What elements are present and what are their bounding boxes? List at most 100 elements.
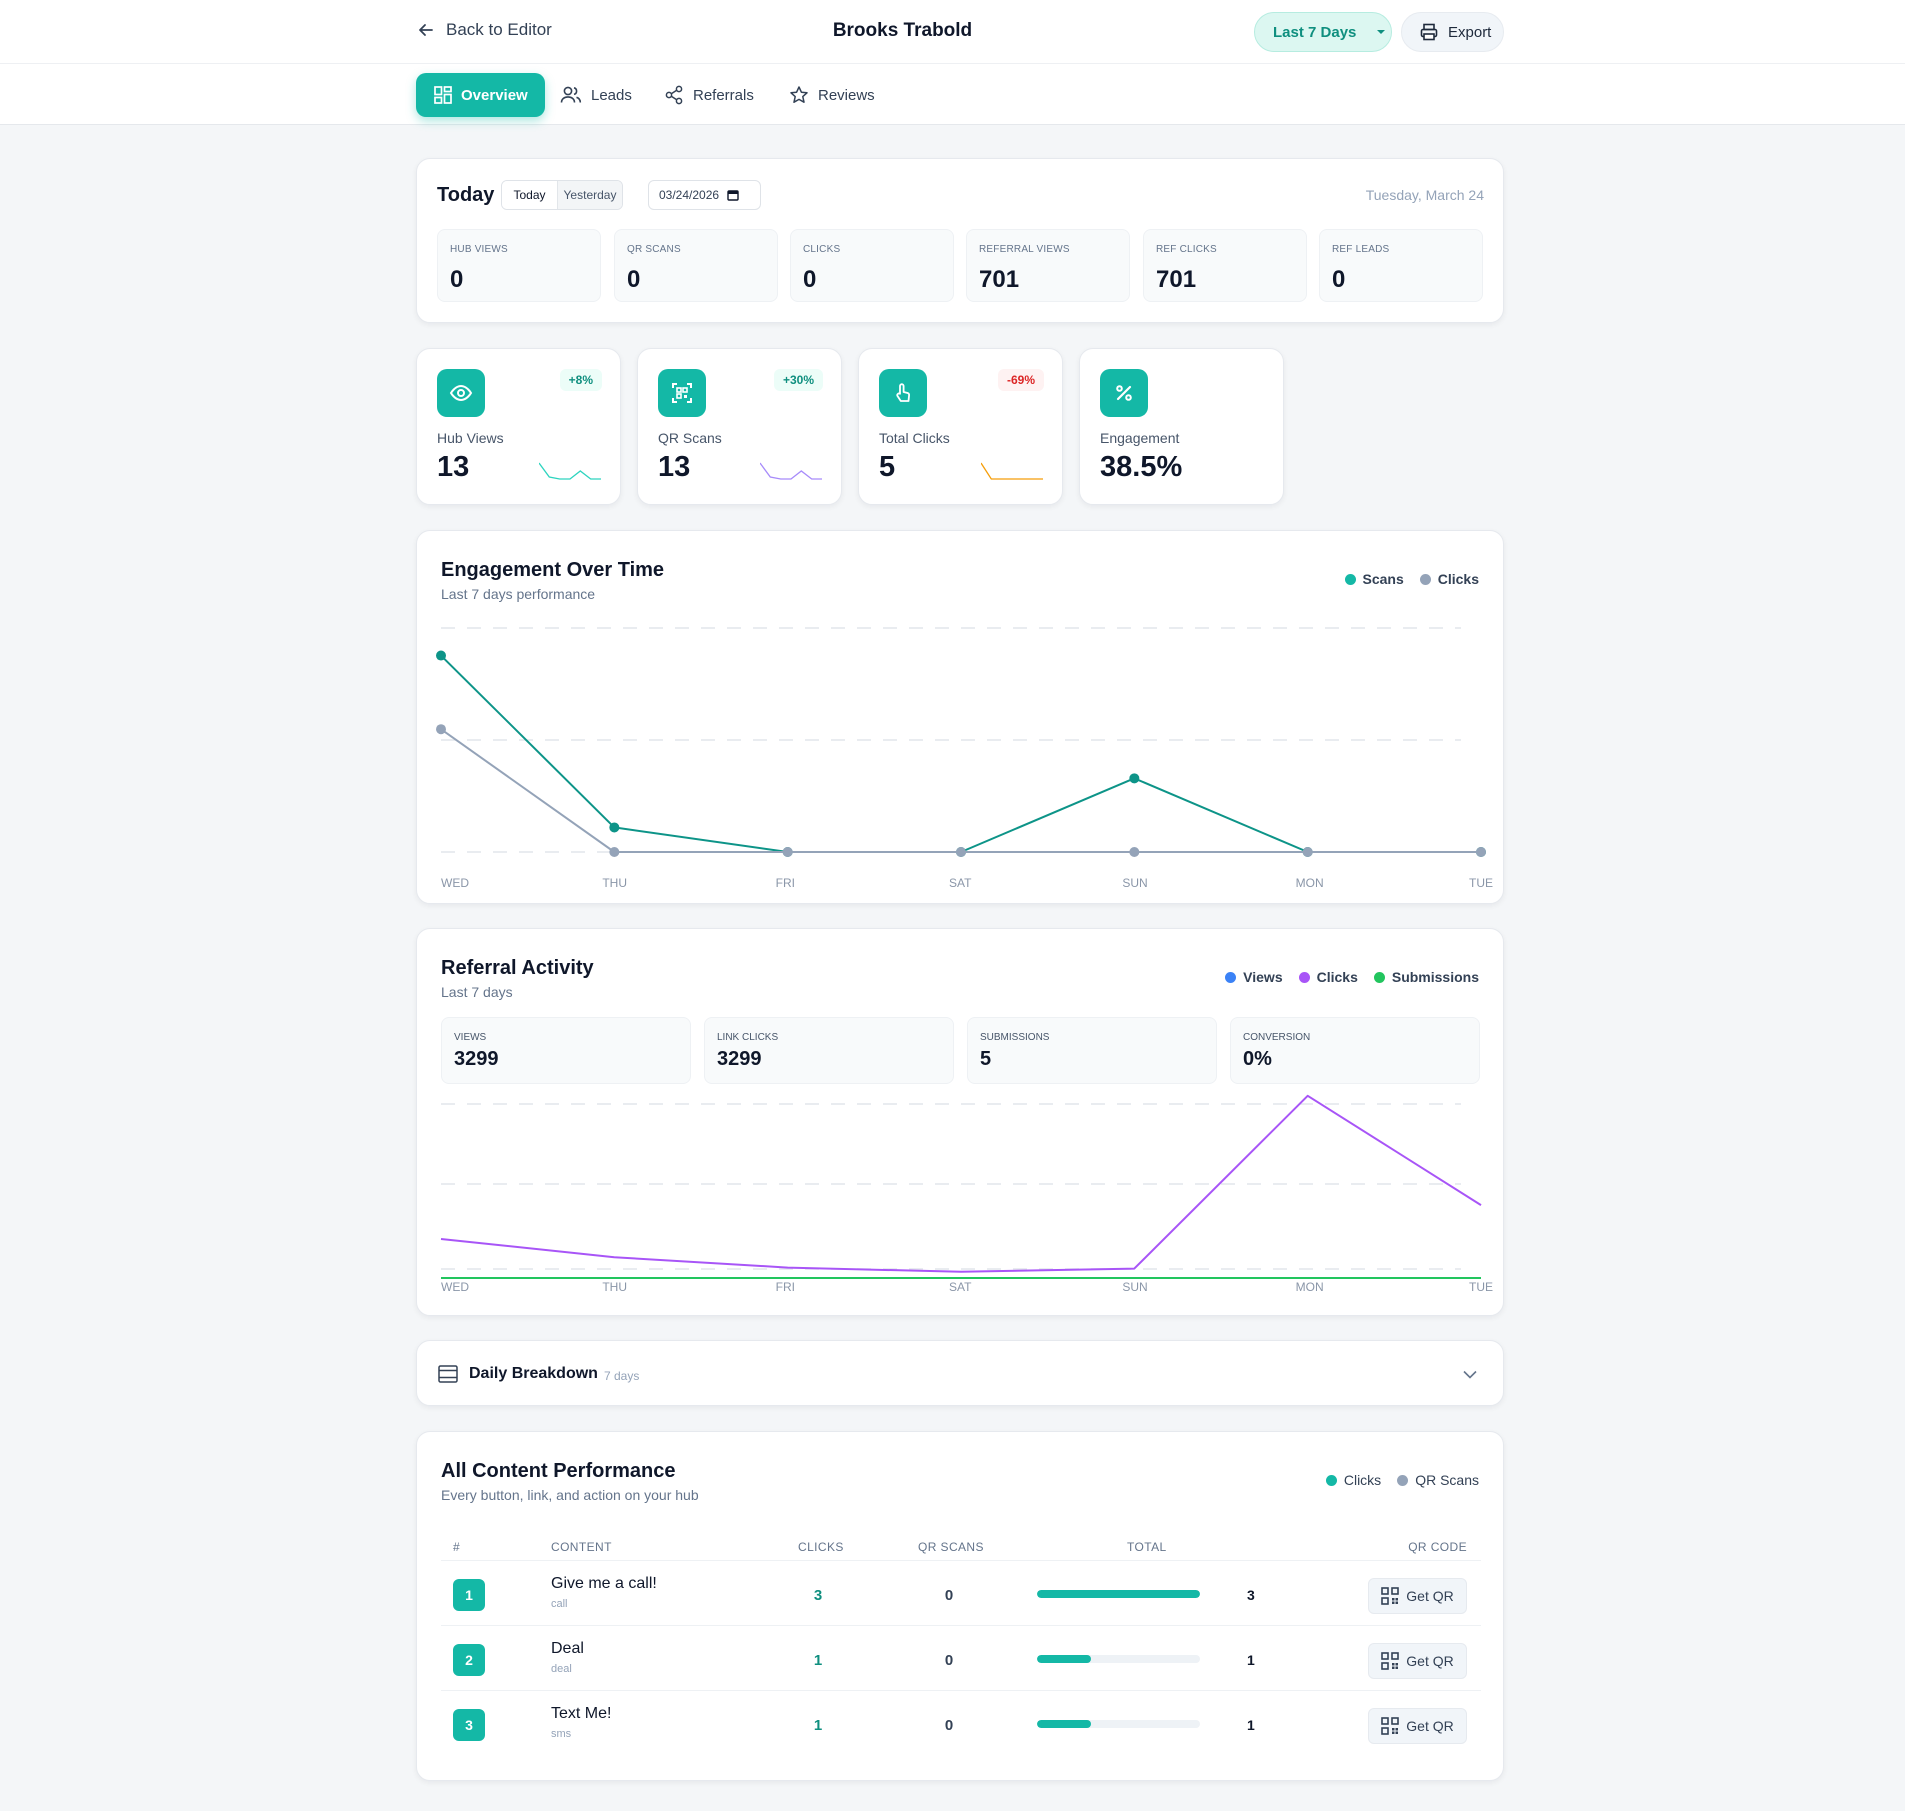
metric-label: CLICKS xyxy=(803,244,841,255)
x-tick-label: FRI xyxy=(776,876,795,890)
export-label: Export xyxy=(1448,23,1492,41)
x-tick-label: FRI xyxy=(776,1280,795,1294)
get-qr-button[interactable]: Get QR xyxy=(1368,1643,1467,1679)
legend-label: QR Scans xyxy=(1415,1472,1479,1488)
stat-label: Hub Views xyxy=(437,430,504,446)
change-badge: +8% xyxy=(559,369,602,391)
sparkline xyxy=(539,462,601,480)
x-tick-label: THU xyxy=(602,876,627,890)
day-toggle: Today Yesterday xyxy=(501,180,623,210)
col-header-content: CONTENT xyxy=(551,1540,612,1554)
content-performance-card: All Content Performance Every button, li… xyxy=(416,1431,1504,1781)
metric-value: 0 xyxy=(627,266,641,293)
stat-label: Total Clicks xyxy=(879,430,950,446)
legend-label: Views xyxy=(1243,969,1283,985)
legend-label: Clicks xyxy=(1316,969,1358,985)
today-toggle-button[interactable]: Today xyxy=(502,181,558,209)
metric-label: REF CLICKS xyxy=(1156,244,1217,255)
range-label: Last 7 Days xyxy=(1273,23,1357,41)
get-qr-button[interactable]: Get QR xyxy=(1368,1708,1467,1744)
get-qr-label: Get QR xyxy=(1406,1588,1454,1604)
tab-overview[interactable]: Overview xyxy=(416,73,545,117)
get-qr-button[interactable]: Get QR xyxy=(1368,1578,1467,1614)
today-heading: Today xyxy=(437,184,495,206)
metric-hub-views: HUB VIEWS 0 xyxy=(437,229,601,302)
daily-breakdown-toggle[interactable]: Daily Breakdown 7 days xyxy=(416,1340,1504,1406)
series-line-scans xyxy=(440,654,1481,853)
table-subtitle: Every button, link, and action on your h… xyxy=(441,1487,699,1503)
metric-label: LINK CLICKS xyxy=(717,1032,779,1043)
legend-item-clicks: Clicks xyxy=(1298,969,1358,985)
x-tick-label: SAT xyxy=(949,1280,972,1294)
metric-qr-scans: QR SCANS 0 xyxy=(614,229,778,302)
total-bar-fill xyxy=(1037,1720,1091,1728)
export-button[interactable]: Export xyxy=(1401,12,1504,52)
pointer-icon xyxy=(879,369,927,417)
legend-item-clicks: Clicks xyxy=(1419,571,1479,587)
yesterday-toggle-button[interactable]: Yesterday xyxy=(558,181,622,209)
data-point xyxy=(1476,847,1486,857)
stat-value: 5 xyxy=(879,451,896,483)
caret-down-icon xyxy=(1377,30,1386,34)
x-tick-label: TUE xyxy=(1469,1280,1493,1294)
metric-label: REF LEADS xyxy=(1332,244,1390,255)
chart-legend: Scans Clicks xyxy=(1344,571,1479,587)
data-point xyxy=(609,822,620,833)
qr-scan-icon xyxy=(658,369,706,417)
stat-label: QR Scans xyxy=(658,430,722,446)
ref-metric-submissions: SUBMISSIONS 5 xyxy=(967,1017,1217,1084)
tab-label: Leads xyxy=(591,86,632,104)
divider xyxy=(441,1690,1481,1691)
stat-label: Engagement xyxy=(1100,430,1180,446)
x-tick-label: MON xyxy=(1296,1280,1324,1294)
stat-value: 13 xyxy=(437,451,470,483)
col-header-num: # xyxy=(453,1540,461,1554)
x-tick-label: WED xyxy=(441,876,469,890)
metric-value: 3299 xyxy=(717,1048,762,1070)
tab-leads[interactable]: Leads xyxy=(560,73,632,117)
x-tick-label: WED xyxy=(441,1280,469,1294)
tab-reviews[interactable]: Reviews xyxy=(789,73,875,117)
metric-label: REFERRAL VIEWS xyxy=(979,244,1070,255)
chart-legend: Views Clicks Submissions xyxy=(1225,969,1479,985)
stat-card-engagement: Engagement 38.5% xyxy=(1079,348,1284,505)
tab-label: Overview xyxy=(461,86,528,104)
referral-chart-card: Referral Activity Last 7 days Views Clic… xyxy=(416,928,1504,1316)
stat-value: 13 xyxy=(658,451,691,483)
engagement-line-chart: WED THU FRI SAT SUN MON TUE xyxy=(436,627,1493,890)
date-value: 03/24/2026 xyxy=(659,188,720,202)
x-tick-label: SUN xyxy=(1122,876,1147,890)
ref-metric-views: VIEWS 3299 xyxy=(441,1017,691,1084)
share-icon xyxy=(665,85,683,105)
data-point xyxy=(436,724,446,735)
data-point xyxy=(436,650,446,661)
metric-referral-views: REFERRAL VIEWS 701 xyxy=(966,229,1130,302)
breakdown-subtitle: 7 days xyxy=(604,1369,640,1383)
chart-title: Engagement Over Time xyxy=(441,559,665,581)
row-rank-badge: 1 xyxy=(453,1579,485,1611)
chart-subtitle: Last 7 days performance xyxy=(441,586,596,602)
sparkline xyxy=(981,462,1043,480)
metric-value: 0 xyxy=(450,266,464,293)
date-range-dropdown[interactable]: Last 7 Days xyxy=(1254,12,1392,52)
tab-referrals[interactable]: Referrals xyxy=(664,73,754,117)
table-icon xyxy=(438,1365,458,1383)
total-bar-fill xyxy=(1037,1655,1091,1663)
series-line-clicks xyxy=(440,728,1481,853)
legend-label: Scans xyxy=(1362,571,1404,587)
percent-icon xyxy=(1100,369,1148,417)
metric-label: QR SCANS xyxy=(627,244,681,255)
table-title: All Content Performance xyxy=(441,1460,676,1482)
referral-line-chart: WED THU FRI SAT SUN MON TUE xyxy=(440,1094,1493,1294)
date-input[interactable]: 03/24/2026 xyxy=(648,180,761,210)
stat-card-qr-scans: +30% QR Scans 13 xyxy=(637,348,842,505)
sparkline xyxy=(760,462,822,480)
stat-value: 38.5% xyxy=(1100,451,1183,483)
back-to-editor-link[interactable]: Back to Editor xyxy=(416,20,552,40)
ref-metric-conversion: CONVERSION 0% xyxy=(1230,1017,1480,1084)
content-name: Text Me! xyxy=(551,1705,612,1722)
row-rank-badge: 2 xyxy=(453,1644,485,1676)
get-qr-label: Get QR xyxy=(1406,1718,1454,1734)
data-point xyxy=(1129,773,1140,784)
sparkline-path xyxy=(981,462,1043,480)
